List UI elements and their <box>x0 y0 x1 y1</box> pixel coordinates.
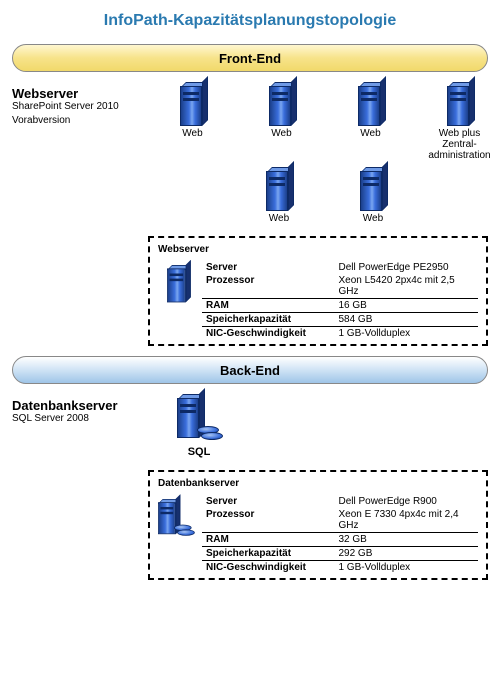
spec-val: Dell PowerEdge PE2950 <box>334 261 478 274</box>
spec-key: Server <box>202 261 334 274</box>
backend-icons: SQL <box>148 394 492 462</box>
spec-val: 16 GB <box>334 299 478 313</box>
dbserver-icon <box>158 499 193 537</box>
spec-val: Xeon E 7330 4px4c mit 2,4 GHz <box>334 508 478 533</box>
spec-key: Speicherkapazität <box>202 313 334 327</box>
spec-val: 1 GB-Vollduplex <box>334 327 478 341</box>
backend-left: Datenbankserver SQL Server 2008 <box>8 394 148 462</box>
web-server-slot: Web <box>336 167 410 224</box>
frontend-row: Webserver SharePoint Server 2010 Vorabve… <box>8 82 492 228</box>
server-icon <box>447 82 473 126</box>
frontend-bar-label: Front-End <box>219 51 281 66</box>
spec-icon-cell <box>158 495 202 547</box>
frontend-icon-row-2: Web Web <box>148 167 500 224</box>
server-icon <box>180 82 206 126</box>
web-server-slot: Web <box>156 82 230 161</box>
web-label: Web <box>336 213 410 224</box>
backend-heading: Datenbankserver <box>12 398 148 413</box>
web-label: Web <box>245 128 319 139</box>
frontend-left: Webserver SharePoint Server 2010 Vorabve… <box>8 82 148 228</box>
server-icon <box>360 167 386 211</box>
spec-val: 292 GB <box>334 547 478 561</box>
sql-label: SQL <box>162 446 236 458</box>
web-label: Web <box>156 128 230 139</box>
backend-bar: Back-End <box>12 356 488 384</box>
server-icon <box>167 265 189 302</box>
frontend-icons: Web Web Web Web plus Zentral-administrat… <box>148 82 500 228</box>
page-title: InfoPath-Kapazitätsplanungstopologie <box>8 12 492 30</box>
web-label: Web <box>334 128 408 139</box>
webserver-spec-box: Webserver ServerDell PowerEdge PE2950 Pr… <box>148 236 488 346</box>
spec-val: 1 GB-Vollduplex <box>334 561 478 575</box>
spacer <box>148 167 222 224</box>
web-label: Web plus Zentral-administration <box>423 128 497 161</box>
spec-key: Prozessor <box>202 274 334 299</box>
spec-val: Xeon L5420 2px4c mit 2,5 GHz <box>334 274 478 299</box>
spec-key: NIC-Geschwindigkeit <box>202 327 334 341</box>
spec-key: Speicherkapazität <box>202 547 334 561</box>
web-label: Web <box>242 213 316 224</box>
frontend-icon-row-1: Web Web Web Web plus Zentral-administrat… <box>148 82 500 161</box>
web-server-slot: Web <box>334 82 408 161</box>
webserver-spec-table: ServerDell PowerEdge PE2950 ProzessorXeo… <box>202 261 478 340</box>
webserver-spec-title: Webserver <box>158 244 478 255</box>
dbserver-spec-box: Datenbankserver ServerDell PowerEdge R90… <box>148 470 488 580</box>
server-icon <box>358 82 384 126</box>
spec-val: 584 GB <box>334 313 478 327</box>
spec-val: Dell PowerEdge R900 <box>334 495 478 508</box>
dbserver-spec-title: Datenbankserver <box>158 478 478 489</box>
web-server-slot: Web <box>242 167 316 224</box>
spec-icon-cell <box>158 261 202 309</box>
spacer <box>430 167 500 224</box>
dbserver-spec-table: ServerDell PowerEdge R900 ProzessorXeon … <box>202 495 478 574</box>
frontend-sub1: SharePoint Server 2010 <box>12 101 148 113</box>
spec-key: RAM <box>202 299 334 313</box>
server-icon <box>266 167 292 211</box>
spec-val: 32 GB <box>334 533 478 547</box>
frontend-sub2: Vorabversion <box>12 115 148 127</box>
spec-key: Prozessor <box>202 508 334 533</box>
spec-key: RAM <box>202 533 334 547</box>
server-icon <box>269 82 295 126</box>
db-server-slot: SQL <box>162 394 236 458</box>
frontend-bar: Front-End <box>12 44 488 72</box>
backend-bar-label: Back-End <box>220 363 280 378</box>
frontend-heading: Webserver <box>12 86 148 101</box>
web-server-slot: Web plus Zentral-administration <box>423 82 497 161</box>
spec-key: NIC-Geschwindigkeit <box>202 561 334 575</box>
backend-row: Datenbankserver SQL Server 2008 SQL <box>8 394 492 462</box>
dbserver-icon <box>177 394 221 442</box>
spec-key: Server <box>202 495 334 508</box>
web-server-slot: Web <box>245 82 319 161</box>
backend-sub1: SQL Server 2008 <box>12 413 148 425</box>
